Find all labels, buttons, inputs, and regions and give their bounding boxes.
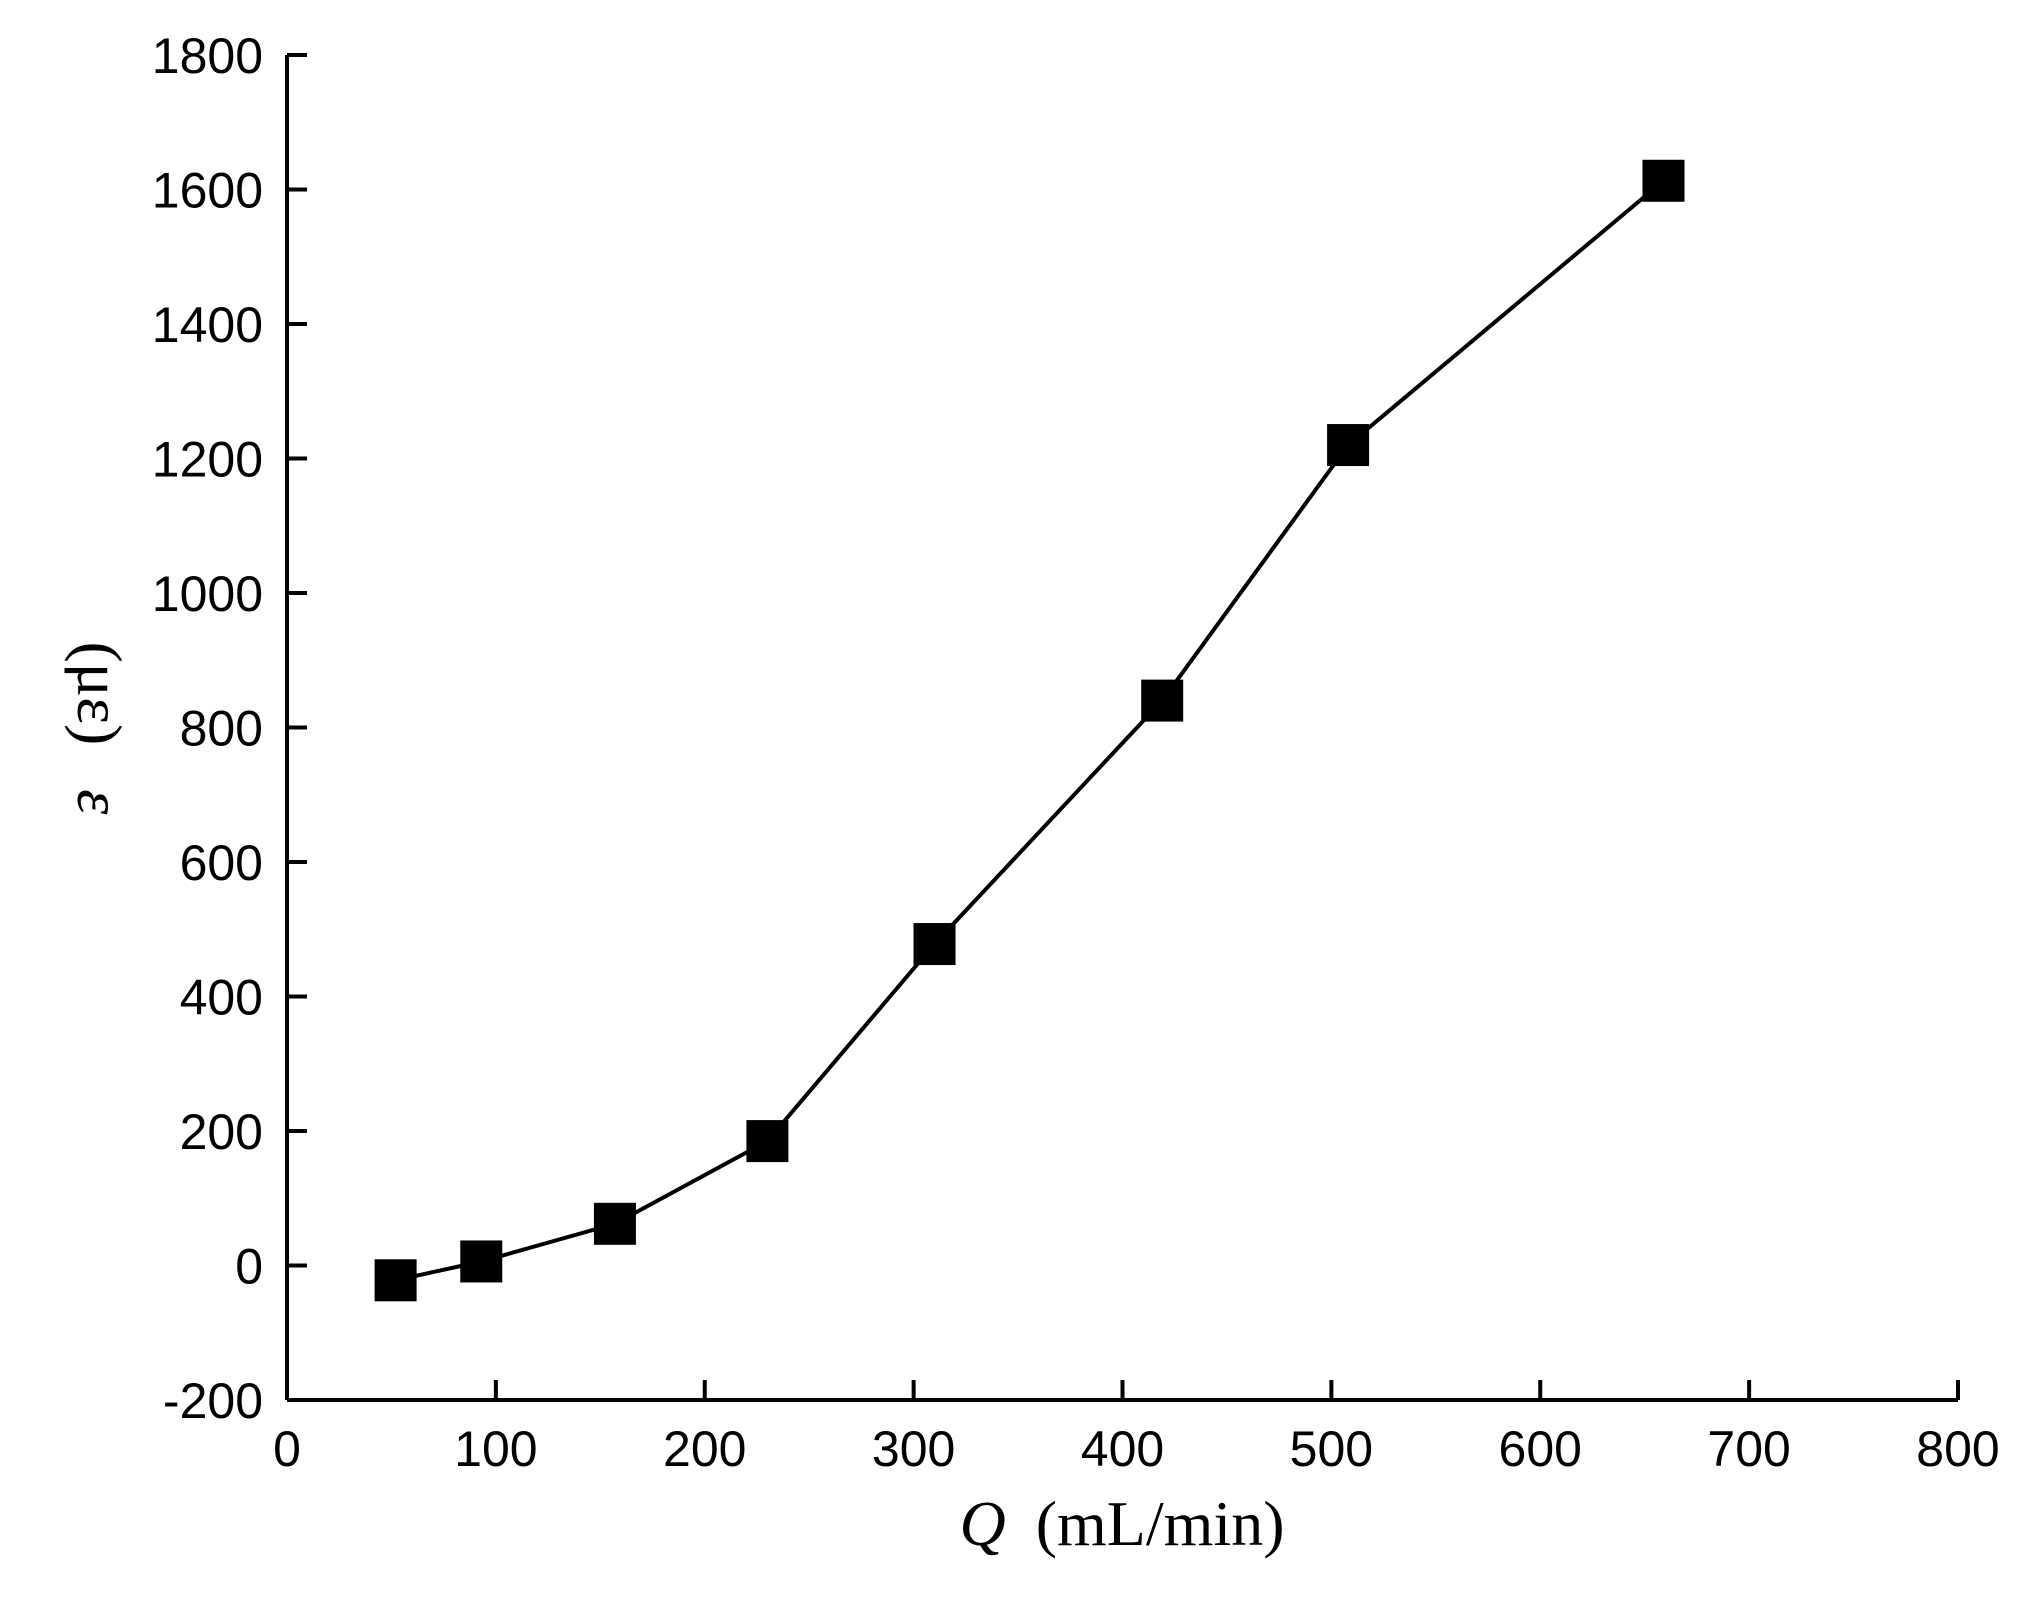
- x-tick-label: 800: [1916, 1421, 1999, 1477]
- y-axis-title: (με) ε: [64, 641, 135, 815]
- data-point-marker: [460, 1240, 503, 1283]
- data-point-marker: [1141, 679, 1184, 722]
- y-tick-label: 400: [180, 970, 263, 1026]
- y-tick-label: 1600: [152, 163, 263, 219]
- x-tick-label: 600: [1499, 1421, 1582, 1477]
- y-axis-ticks: -200 0 200 400 600 800 1000 1200 1400 1600 1800: [152, 28, 307, 1429]
- y-tick-label: 1800: [152, 28, 263, 84]
- data-point-marker: [1642, 159, 1685, 202]
- y-tick-label: 1400: [152, 297, 263, 353]
- y-axis-symbol: ε: [64, 789, 135, 815]
- x-tick-label: 400: [1081, 1421, 1164, 1477]
- y-tick-label: -200: [163, 1373, 263, 1429]
- y-tick-label: 1200: [152, 432, 263, 488]
- x-tick-label: 100: [454, 1421, 537, 1477]
- x-tick-label: 0: [273, 1421, 301, 1477]
- x-tick-label: 300: [872, 1421, 955, 1477]
- series-layer: [395, 179, 1665, 1283]
- data-point-marker: [374, 1259, 417, 1302]
- y-tick-label: 1000: [152, 566, 263, 622]
- x-tick-label: 700: [1707, 1421, 1790, 1477]
- y-tick-label: 600: [180, 835, 263, 891]
- x-tick-label: 200: [663, 1421, 746, 1477]
- x-axis-symbol: Q: [959, 1488, 1005, 1559]
- data-point-marker: [746, 1120, 789, 1163]
- markers-layer: [374, 159, 1685, 1302]
- x-tick-label: 500: [1290, 1421, 1373, 1477]
- plot-area: 0 100 200 300 400 500 600 700 800 -2000200400600…: [152, 28, 2000, 1477]
- x-axis-ticks: 0 100 200 300 400 500 600 700 800: [273, 1380, 2000, 1477]
- y-tick-label: 200: [180, 1104, 263, 1160]
- data-point-marker: [593, 1202, 636, 1245]
- data-point-marker: [1327, 424, 1370, 467]
- y-tick-label: 0: [235, 1239, 263, 1295]
- data-point-marker: [913, 923, 956, 966]
- y-tick-label: 800: [180, 701, 263, 757]
- x-axis-unit: (mL/min): [1036, 1488, 1285, 1559]
- series-line-0: [395, 179, 1665, 1283]
- x-axis-title: Q (mL/min): [959, 1488, 1284, 1559]
- y-axis-unit: (με): [64, 641, 135, 745]
